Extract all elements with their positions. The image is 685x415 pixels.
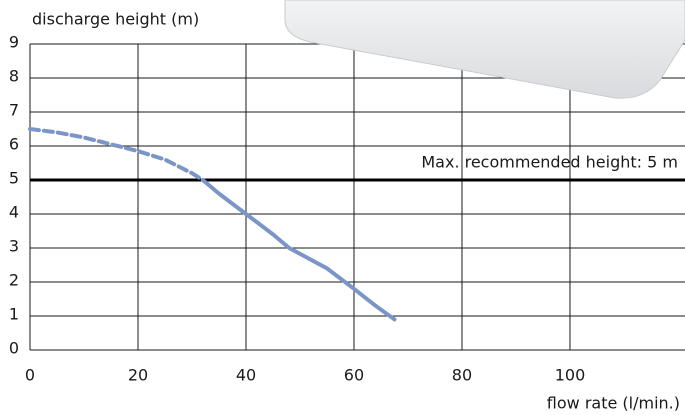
y-tick-label: 9 — [9, 33, 19, 52]
curve — [200, 178, 397, 322]
reference-label: Max. recommended height: 5 m — [421, 153, 678, 172]
y-tick-label: 5 — [9, 169, 19, 188]
x-tick-label: 40 — [236, 366, 256, 385]
x-tick-label: 80 — [452, 366, 472, 385]
y-tick-label: 2 — [9, 271, 19, 290]
y-tick-label: 0 — [9, 339, 19, 358]
y-tick-label: 7 — [9, 101, 19, 120]
y-tick-label: 4 — [9, 203, 19, 222]
x-axis-label: flow rate (l/min.) — [547, 394, 680, 413]
x-tick-label: 60 — [344, 366, 364, 385]
y-axis-label: discharge height (m) — [32, 10, 199, 29]
product-photo — [284, 0, 685, 99]
x-tick-label: 100 — [555, 366, 586, 385]
y-tick-label: 1 — [9, 305, 19, 324]
x-tick-label: 0 — [25, 366, 35, 385]
y-tick-label: 3 — [9, 237, 19, 256]
plot-area: 0 1 2 3 4 5 6 7 8 9 0 20 40 60 80 100 — [9, 33, 685, 385]
y-tick-label: 8 — [9, 67, 19, 86]
x-tick-label: 20 — [128, 366, 148, 385]
curve — [28, 127, 205, 182]
y-tick-label: 6 — [9, 135, 19, 154]
